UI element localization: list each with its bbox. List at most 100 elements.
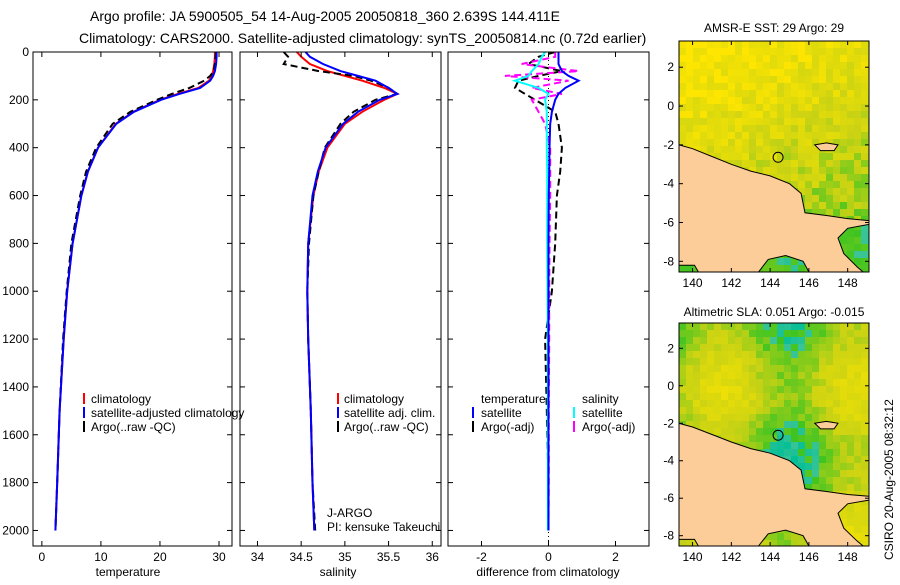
map-cell <box>735 337 742 344</box>
map-cell <box>791 104 798 111</box>
map-cell <box>854 449 861 456</box>
map-cell <box>805 125 812 132</box>
map-cell <box>798 414 805 421</box>
map-cell <box>854 463 861 470</box>
map-cell <box>777 132 784 139</box>
map-cell <box>812 484 819 491</box>
map-cell <box>847 386 854 393</box>
map-cell <box>686 386 693 393</box>
map-cell <box>812 139 819 146</box>
map-cell <box>728 372 735 379</box>
y-tick-label: -4 <box>663 454 674 468</box>
map-cell <box>749 118 756 125</box>
map-cell <box>770 48 777 55</box>
map-cell <box>819 372 826 379</box>
map-cell <box>847 97 854 104</box>
map-cell <box>777 365 784 372</box>
map-cell <box>812 442 819 449</box>
map-cell <box>686 104 693 111</box>
map-cell <box>756 358 763 365</box>
map-cell <box>798 62 805 69</box>
map-cell <box>784 442 791 449</box>
map-cell <box>770 139 777 146</box>
map-cell <box>854 344 861 351</box>
map-cell <box>784 351 791 358</box>
map-cell <box>700 83 707 90</box>
map-cell <box>798 386 805 393</box>
map-cell <box>742 330 749 337</box>
difference-legend: temperature salinity satellite Argo(-adj… <box>472 392 635 434</box>
map-cell <box>847 512 854 519</box>
map-cell <box>840 237 847 244</box>
map-cell <box>847 153 854 160</box>
map-cell <box>854 526 861 533</box>
map-cell <box>756 421 763 428</box>
map-cell <box>784 153 791 160</box>
map-cell <box>756 90 763 97</box>
map-cell <box>798 407 805 414</box>
map-cell <box>819 442 826 449</box>
map-cell <box>861 244 868 251</box>
series-group <box>54 52 218 531</box>
map-cell <box>784 400 791 407</box>
map-cell <box>854 365 861 372</box>
map-cell <box>819 55 826 62</box>
map-cell <box>819 69 826 76</box>
map-cell <box>847 41 854 48</box>
map-cell <box>700 125 707 132</box>
map-cell <box>721 351 728 358</box>
map-cell <box>784 41 791 48</box>
map-cell <box>679 414 686 421</box>
map-cell <box>819 167 826 174</box>
map-cell <box>756 330 763 337</box>
map-cell <box>686 372 693 379</box>
map-cell <box>861 463 868 470</box>
map-cell <box>861 69 868 76</box>
map-cell <box>679 132 686 139</box>
map-cell <box>763 407 770 414</box>
map-cell <box>770 76 777 83</box>
map-cell <box>770 358 777 365</box>
map-cell <box>714 344 721 351</box>
map-cell <box>847 393 854 400</box>
map-cell <box>847 132 854 139</box>
map-cell <box>861 449 868 456</box>
map-cell <box>700 323 707 330</box>
map-cell <box>721 414 728 421</box>
map-cell <box>854 167 861 174</box>
map-cell <box>826 111 833 118</box>
map-cell <box>854 139 861 146</box>
map-cell <box>812 209 819 216</box>
map-cell <box>742 76 749 83</box>
map-cell <box>700 358 707 365</box>
map-cell <box>686 540 693 546</box>
map-cell <box>812 62 819 69</box>
map-cell <box>686 330 693 337</box>
salinity-xlabel: salinity <box>320 565 357 579</box>
map-cell <box>770 449 777 456</box>
map-cell <box>728 435 735 442</box>
map-cell <box>812 330 819 337</box>
map-cell <box>784 330 791 337</box>
map-cell <box>735 344 742 351</box>
map-cell <box>826 160 833 167</box>
map-cell <box>826 449 833 456</box>
map-cell <box>861 223 868 230</box>
map-cell <box>728 393 735 400</box>
map-cell <box>812 76 819 83</box>
x-tick-label: 34.5 <box>289 550 313 564</box>
map-cell <box>861 351 868 358</box>
map-cell <box>693 118 700 125</box>
map-cell <box>763 442 770 449</box>
map-cell <box>707 407 714 414</box>
series-group <box>504 52 581 531</box>
map-cell <box>714 146 721 153</box>
map-cell <box>700 414 707 421</box>
map-cell <box>756 407 763 414</box>
map-cell <box>749 62 756 69</box>
map-cell <box>693 323 700 330</box>
map-cell <box>707 358 714 365</box>
map-cell <box>728 97 735 104</box>
map-cell <box>700 55 707 62</box>
map-cell <box>805 153 812 160</box>
